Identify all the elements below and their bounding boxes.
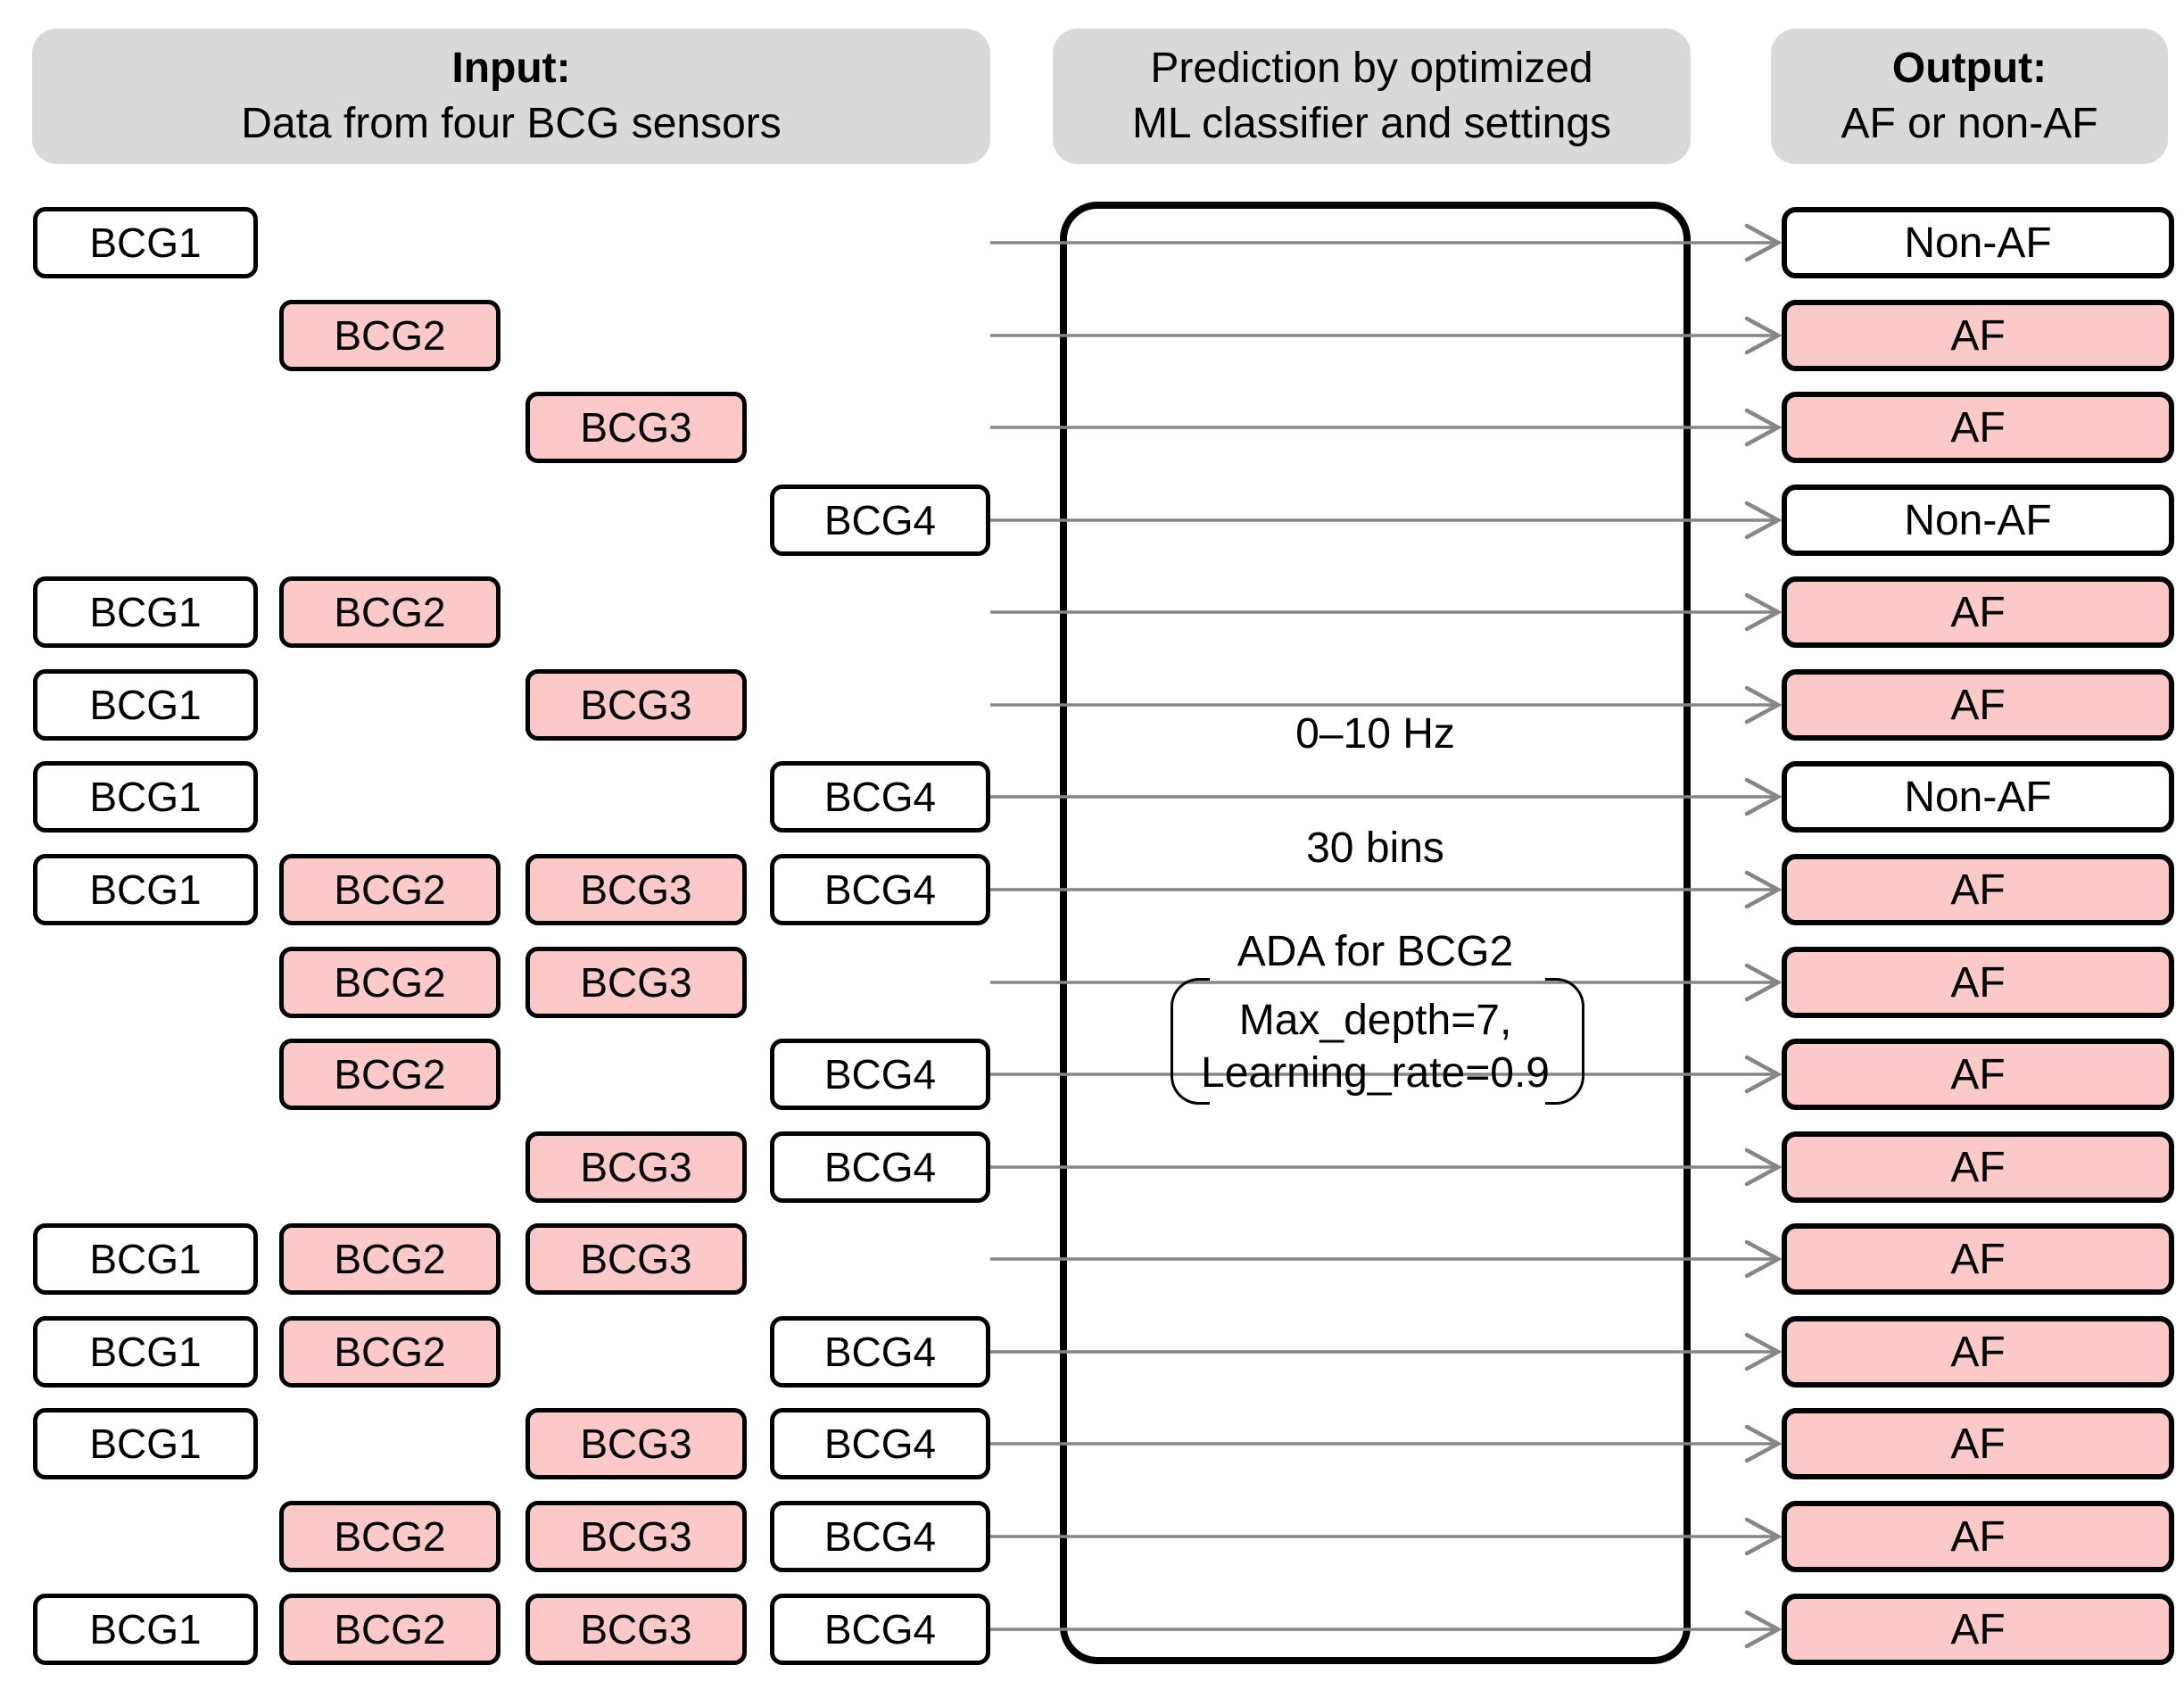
classifier-hyperparameter-1: Max_depth=7, [1238, 997, 1512, 1044]
output-box: AF [1782, 1316, 2174, 1388]
output-box: AF [1782, 1223, 2174, 1295]
classifier-hyperparameter-2: Learning_rate=0.9 [1201, 1049, 1550, 1097]
classifier-header-line2: ML classifier and settings [1131, 100, 1612, 147]
output-box: AF [1782, 854, 2174, 925]
output-box: AF [1782, 1594, 2174, 1665]
input-box-bcg1: BCG1 [33, 669, 258, 741]
input-box-bcg3: BCG3 [525, 669, 747, 741]
input-box-bcg4: BCG4 [770, 485, 990, 556]
input-box-bcg2: BCG2 [279, 576, 500, 648]
input-box-bcg4: BCG4 [770, 761, 990, 833]
input-box-bcg1: BCG1 [33, 1408, 258, 1479]
arrowhead-icon [1744, 501, 1783, 540]
input-box-bcg1: BCG1 [33, 854, 258, 925]
arrowhead-icon [1744, 1239, 1783, 1279]
input-box-bcg4: BCG4 [770, 1501, 990, 1572]
arrowhead-icon [1744, 777, 1783, 816]
input-box-bcg4: BCG4 [770, 1316, 990, 1388]
input-box-bcg4: BCG4 [770, 1594, 990, 1665]
input-box-bcg4: BCG4 [770, 1039, 990, 1110]
input-box-bcg2: BCG2 [279, 1594, 500, 1665]
input-box-bcg2: BCG2 [279, 300, 500, 371]
classifier-header-line1: Prediction by optimized [1150, 45, 1593, 92]
arrowhead-icon [1744, 870, 1783, 909]
output-box: Non-AF [1782, 207, 2174, 278]
output-box: AF [1782, 947, 2174, 1018]
output-header: Output: AF or non-AF [1771, 29, 2168, 164]
input-box-bcg3: BCG3 [525, 1501, 747, 1572]
input-box-bcg1: BCG1 [33, 1223, 258, 1295]
input-box-bcg1: BCG1 [33, 207, 258, 278]
input-box-bcg1: BCG1 [33, 576, 258, 648]
input-header-subtitle: Data from four BCG sensors [241, 100, 782, 147]
input-header: Input: Data from four BCG sensors [32, 29, 990, 164]
hyperparameter-bracket [1171, 978, 1584, 1105]
classifier-box [1060, 202, 1691, 1664]
output-header-title: Output: [1891, 45, 2048, 92]
arrowhead-icon [1744, 1517, 1783, 1556]
input-box-bcg2: BCG2 [279, 1501, 500, 1572]
arrowhead-icon [1744, 685, 1783, 725]
classifier-bins: 30 bins [1306, 824, 1444, 872]
output-header-subtitle: AF or non-AF [1841, 100, 2098, 147]
input-header-title: Input: [451, 45, 571, 92]
output-box: Non-AF [1782, 485, 2174, 556]
arrowhead-icon [1744, 223, 1783, 262]
output-box: Non-AF [1782, 761, 2174, 833]
input-box-bcg1: BCG1 [33, 1316, 258, 1388]
input-box-bcg3: BCG3 [525, 1594, 747, 1665]
input-box-bcg3: BCG3 [525, 1131, 747, 1203]
input-box-bcg2: BCG2 [279, 1039, 500, 1110]
output-box: AF [1782, 1408, 2174, 1479]
output-box: AF [1782, 576, 2174, 648]
input-box-bcg4: BCG4 [770, 854, 990, 925]
output-box: AF [1782, 1131, 2174, 1203]
input-box-bcg2: BCG2 [279, 1316, 500, 1388]
input-box-bcg3: BCG3 [525, 854, 747, 925]
arrowhead-icon [1744, 408, 1783, 447]
input-box-bcg3: BCG3 [525, 1223, 747, 1295]
input-box-bcg1: BCG1 [33, 761, 258, 833]
classifier-frequency-band: 0–10 Hz [1295, 710, 1455, 758]
input-box-bcg1: BCG1 [33, 1594, 258, 1665]
input-box-bcg2: BCG2 [279, 854, 500, 925]
classifier-header: Prediction by optimized ML classifier an… [1053, 29, 1691, 164]
arrowhead-icon [1744, 1332, 1783, 1371]
arrowhead-icon [1744, 592, 1783, 632]
arrowhead-icon [1744, 1424, 1783, 1463]
input-box-bcg2: BCG2 [279, 1223, 500, 1295]
output-box: AF [1782, 1039, 2174, 1110]
arrowhead-icon [1744, 963, 1783, 1002]
input-box-bcg2: BCG2 [279, 947, 500, 1018]
input-box-bcg4: BCG4 [770, 1408, 990, 1479]
arrowhead-icon [1744, 316, 1783, 355]
input-box-bcg4: BCG4 [770, 1131, 990, 1203]
output-box: AF [1782, 300, 2174, 371]
input-box-bcg3: BCG3 [525, 947, 747, 1018]
arrowhead-icon [1744, 1147, 1783, 1187]
output-box: AF [1782, 1501, 2174, 1572]
input-box-bcg3: BCG3 [525, 392, 747, 463]
output-box: AF [1782, 392, 2174, 463]
arrowhead-icon [1744, 1610, 1783, 1649]
arrowhead-icon [1744, 1055, 1783, 1094]
classifier-model: ADA for BCG2 [1237, 928, 1514, 975]
output-box: AF [1782, 669, 2174, 741]
input-box-bcg3: BCG3 [525, 1408, 747, 1479]
